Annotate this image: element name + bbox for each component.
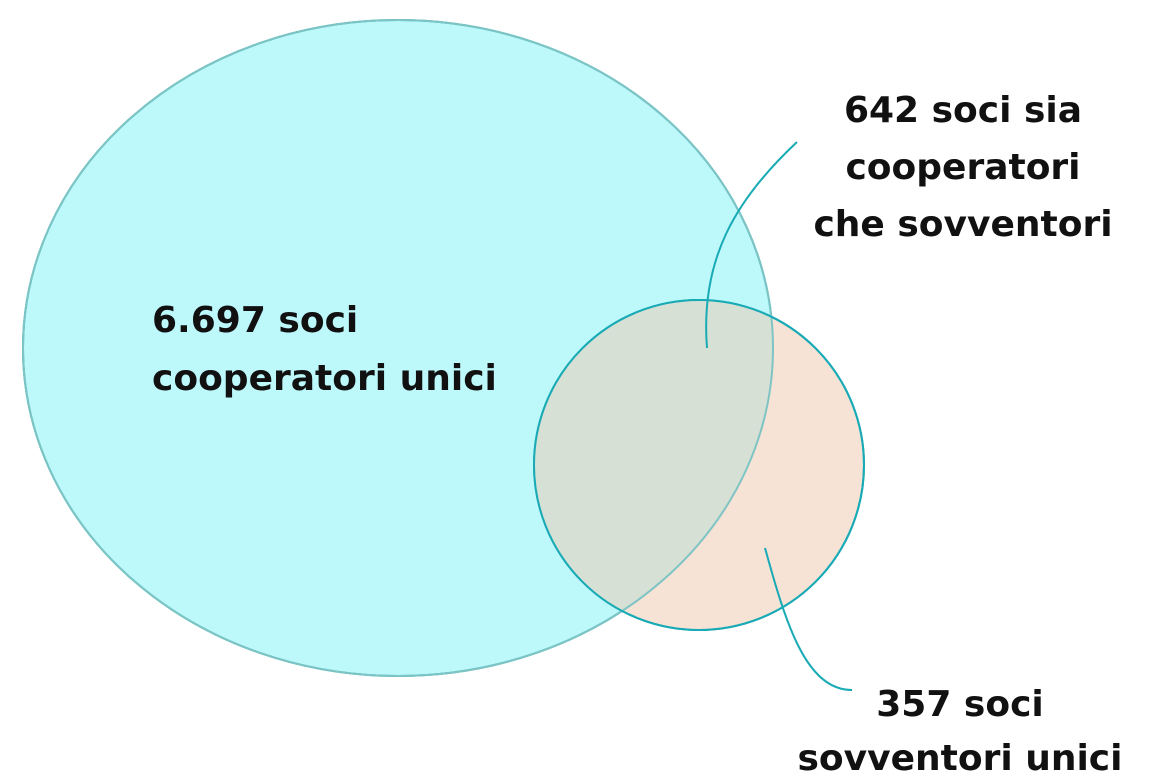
leader-line [705, 141, 798, 349]
label-line: che sovventori [813, 204, 1112, 245]
label-line: 6.697 soci [152, 300, 358, 341]
sovventori-outline [533, 299, 865, 631]
label-line: sovventori unici [798, 738, 1123, 778]
overlap [534, 300, 773, 630]
label-line: 642 soci sia [844, 90, 1082, 131]
label-line: cooperatori unici [152, 358, 497, 399]
leader-line [764, 547, 853, 691]
label-line: cooperatori [845, 147, 1080, 188]
label-line: 357 soci [876, 684, 1044, 725]
overlap-edge [22, 19, 774, 677]
